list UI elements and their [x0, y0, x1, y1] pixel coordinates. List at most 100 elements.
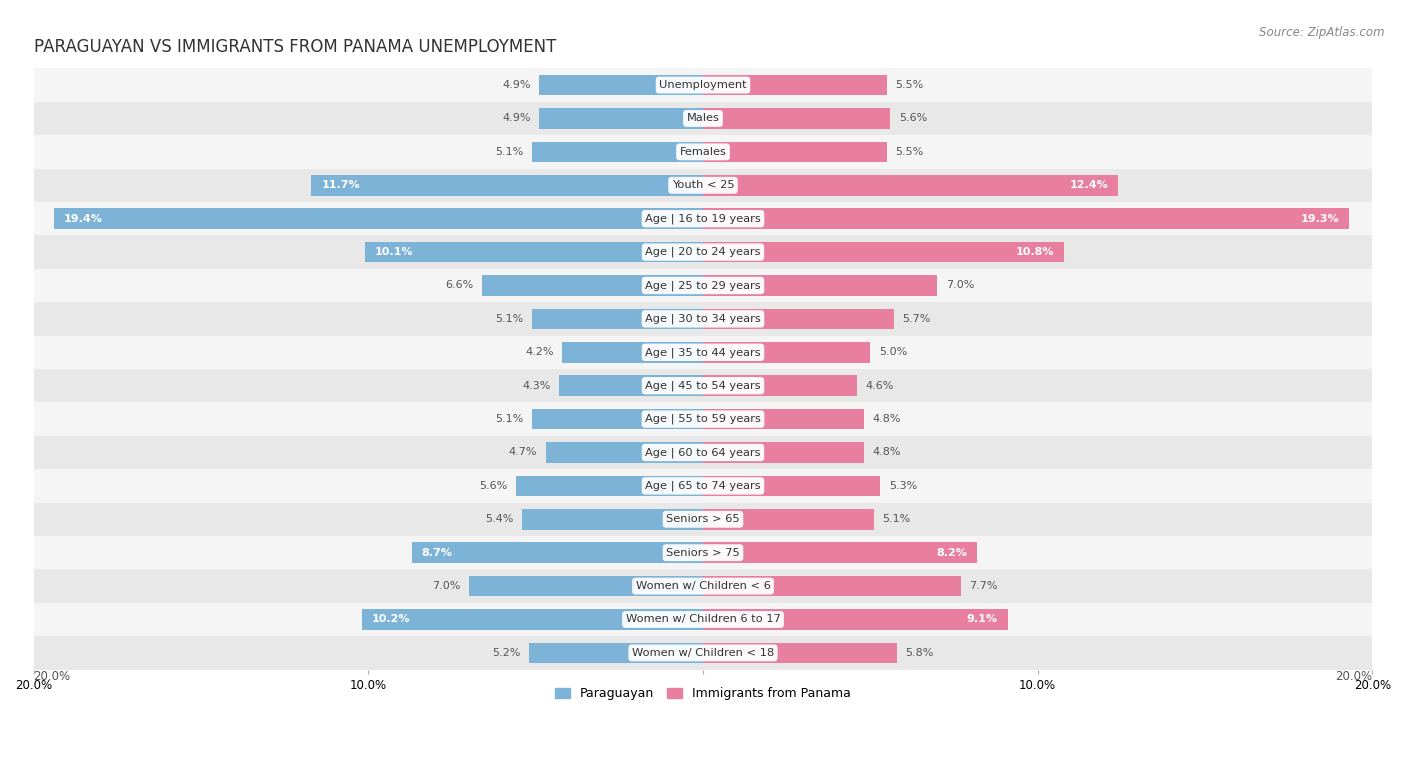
Bar: [703, 409, 863, 429]
Text: PARAGUAYAN VS IMMIGRANTS FROM PANAMA UNEMPLOYMENT: PARAGUAYAN VS IMMIGRANTS FROM PANAMA UNE…: [34, 38, 555, 56]
Bar: [34, 136, 1372, 169]
Text: Age | 45 to 54 years: Age | 45 to 54 years: [645, 381, 761, 391]
Bar: [703, 643, 897, 663]
Text: 10.1%: 10.1%: [375, 247, 413, 257]
Bar: [53, 208, 703, 229]
Bar: [560, 375, 703, 396]
Bar: [34, 302, 1372, 335]
Text: Unemployment: Unemployment: [659, 80, 747, 90]
Text: Source: ZipAtlas.com: Source: ZipAtlas.com: [1260, 26, 1385, 39]
Text: Seniors > 65: Seniors > 65: [666, 514, 740, 525]
Bar: [703, 475, 880, 497]
Text: 5.1%: 5.1%: [496, 147, 524, 157]
Text: 4.9%: 4.9%: [502, 114, 530, 123]
Text: Seniors > 75: Seniors > 75: [666, 548, 740, 558]
Bar: [34, 101, 1372, 136]
Text: 10.8%: 10.8%: [1017, 247, 1054, 257]
Bar: [703, 509, 873, 530]
Text: 10.2%: 10.2%: [371, 615, 411, 625]
Text: Age | 60 to 64 years: Age | 60 to 64 years: [645, 447, 761, 458]
Text: Age | 65 to 74 years: Age | 65 to 74 years: [645, 481, 761, 491]
Bar: [703, 542, 977, 563]
Bar: [703, 142, 887, 162]
Text: 6.6%: 6.6%: [446, 281, 474, 291]
Text: 4.6%: 4.6%: [865, 381, 894, 391]
Text: Women w/ Children < 18: Women w/ Children < 18: [631, 648, 775, 658]
Text: 5.1%: 5.1%: [496, 414, 524, 424]
Text: 4.8%: 4.8%: [872, 447, 900, 457]
Bar: [703, 75, 887, 95]
Bar: [34, 269, 1372, 302]
Text: 5.8%: 5.8%: [905, 648, 934, 658]
Text: 5.6%: 5.6%: [898, 114, 927, 123]
Text: 5.3%: 5.3%: [889, 481, 917, 491]
Bar: [703, 342, 870, 363]
Text: Women w/ Children < 6: Women w/ Children < 6: [636, 581, 770, 591]
Bar: [34, 335, 1372, 369]
Text: 4.3%: 4.3%: [522, 381, 551, 391]
Text: Females: Females: [679, 147, 727, 157]
Text: 20.0%: 20.0%: [34, 670, 70, 683]
Bar: [34, 536, 1372, 569]
Text: 5.6%: 5.6%: [479, 481, 508, 491]
Text: 5.0%: 5.0%: [879, 347, 907, 357]
Bar: [533, 309, 703, 329]
Text: 4.2%: 4.2%: [526, 347, 554, 357]
Text: 19.4%: 19.4%: [63, 213, 103, 223]
Text: 7.0%: 7.0%: [946, 281, 974, 291]
Text: 5.4%: 5.4%: [485, 514, 513, 525]
Text: 9.1%: 9.1%: [966, 615, 997, 625]
Bar: [34, 235, 1372, 269]
Text: 5.2%: 5.2%: [492, 648, 520, 658]
Bar: [34, 469, 1372, 503]
Text: 8.2%: 8.2%: [936, 548, 967, 558]
Text: 5.1%: 5.1%: [882, 514, 910, 525]
Bar: [34, 503, 1372, 536]
Text: Women w/ Children 6 to 17: Women w/ Children 6 to 17: [626, 615, 780, 625]
Bar: [34, 436, 1372, 469]
Bar: [703, 241, 1064, 263]
Text: Age | 16 to 19 years: Age | 16 to 19 years: [645, 213, 761, 224]
Text: 5.5%: 5.5%: [896, 80, 924, 90]
Text: 4.9%: 4.9%: [502, 80, 530, 90]
Bar: [412, 542, 703, 563]
Bar: [703, 442, 863, 463]
Bar: [34, 202, 1372, 235]
Bar: [546, 442, 703, 463]
Text: 11.7%: 11.7%: [322, 180, 360, 190]
Bar: [529, 643, 703, 663]
Text: Males: Males: [686, 114, 720, 123]
Legend: Paraguayan, Immigrants from Panama: Paraguayan, Immigrants from Panama: [550, 682, 856, 706]
Text: Age | 35 to 44 years: Age | 35 to 44 years: [645, 347, 761, 357]
Text: 20.0%: 20.0%: [1336, 670, 1372, 683]
Text: 4.7%: 4.7%: [509, 447, 537, 457]
Bar: [703, 375, 858, 396]
Bar: [468, 576, 703, 597]
Bar: [34, 569, 1372, 603]
Text: 5.7%: 5.7%: [903, 314, 931, 324]
Bar: [538, 108, 703, 129]
Bar: [533, 142, 703, 162]
Bar: [516, 475, 703, 497]
Bar: [703, 576, 960, 597]
Text: Age | 25 to 29 years: Age | 25 to 29 years: [645, 280, 761, 291]
Bar: [366, 241, 703, 263]
Bar: [533, 409, 703, 429]
Bar: [562, 342, 703, 363]
Bar: [703, 208, 1348, 229]
Bar: [703, 108, 890, 129]
Bar: [34, 636, 1372, 670]
Bar: [311, 175, 703, 195]
Text: Youth < 25: Youth < 25: [672, 180, 734, 190]
Bar: [482, 275, 703, 296]
Text: 5.5%: 5.5%: [896, 147, 924, 157]
Bar: [34, 403, 1372, 436]
Text: Age | 30 to 34 years: Age | 30 to 34 years: [645, 313, 761, 324]
Bar: [703, 175, 1118, 195]
Bar: [703, 309, 894, 329]
Bar: [34, 603, 1372, 636]
Bar: [34, 68, 1372, 101]
Bar: [703, 275, 938, 296]
Bar: [703, 609, 1008, 630]
Text: 12.4%: 12.4%: [1069, 180, 1108, 190]
